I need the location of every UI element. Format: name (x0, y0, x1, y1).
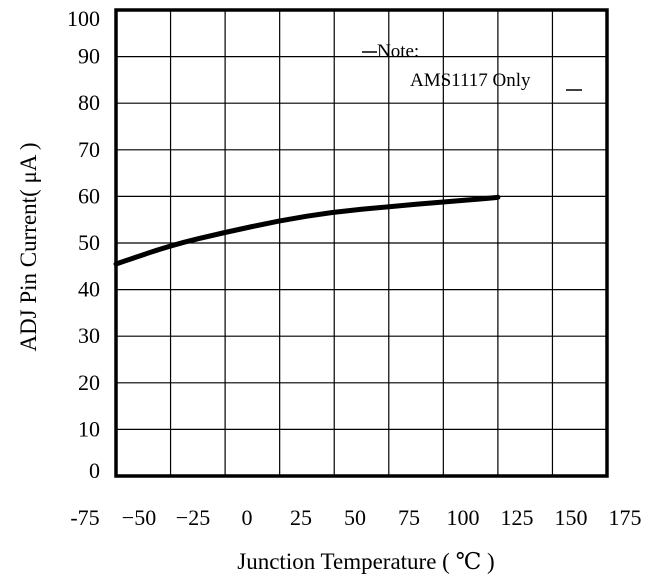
x-tick-label: 50 (344, 505, 366, 530)
y-tick-label: 10 (78, 416, 100, 441)
y-tick-label: 50 (78, 230, 100, 255)
y-tick-label: 80 (78, 90, 100, 115)
y-tick-label: 70 (78, 137, 100, 162)
x-tick-label: 0 (242, 505, 253, 530)
x-tick-label: 125 (501, 505, 534, 530)
y-tick-label: 40 (78, 277, 100, 302)
y-tick-label: 60 (78, 183, 100, 208)
x-tick-label: -75 (70, 505, 99, 530)
note-text: AMS1117 Only (410, 70, 531, 91)
note-label: Note: (377, 41, 419, 62)
y-tick-label: 0 (89, 458, 100, 483)
x-tick-label: 25 (290, 505, 312, 530)
note-annotation: Note: AMS1117 Only (362, 41, 582, 91)
series-line (113, 194, 501, 267)
x-tick-label: 75 (398, 505, 420, 530)
x-tick-label: 150 (555, 505, 588, 530)
y-tick-label: 20 (78, 370, 100, 395)
y-tick-labels: 0 10 20 30 40 50 60 70 80 90 100 (67, 6, 100, 483)
x-tick-label: 175 (609, 505, 642, 530)
x-tick-label: 100 (447, 505, 480, 530)
series-layer (113, 194, 501, 267)
x-tick-label: −50 (122, 505, 156, 530)
x-tick-labels: -75 −50 −25 0 25 50 75 100 125 150 175 (70, 505, 641, 530)
plot-frame (114, 8, 609, 478)
y-axis-title: ADJ Pin Current( μA ) (16, 142, 41, 351)
y-tick-label: 100 (67, 6, 100, 31)
x-axis-title: Junction Temperature ( ℃ ) (237, 549, 494, 574)
y-tick-label: 90 (78, 44, 100, 69)
y-tick-label: 30 (78, 323, 100, 348)
grid-lines (116, 10, 607, 476)
x-tick-label: −25 (176, 505, 210, 530)
